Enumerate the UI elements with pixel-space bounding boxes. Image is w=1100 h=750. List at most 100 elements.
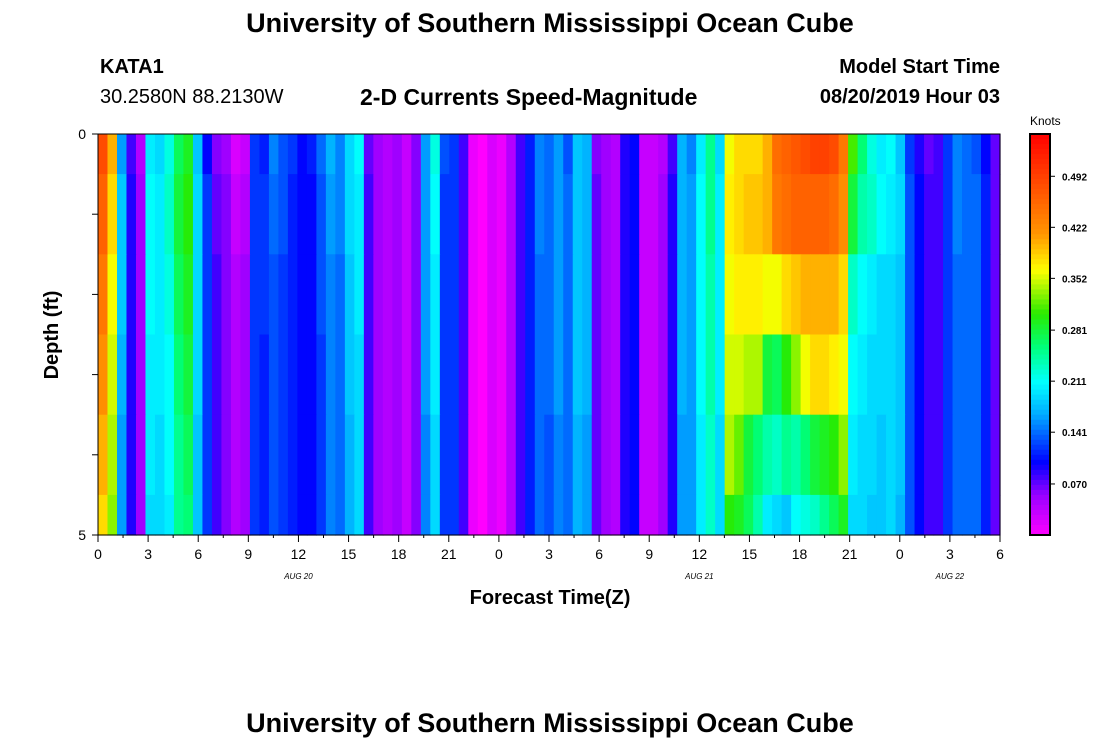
heatmap-cell (306, 254, 317, 336)
heatmap-cell (943, 334, 954, 416)
x-tick-label: 12 (692, 546, 708, 562)
colorbar-swatch (1030, 414, 1050, 421)
colorbar-swatch (1030, 134, 1050, 140)
heatmap-cell (116, 334, 128, 416)
heatmap-cell (354, 254, 365, 336)
heatmap-cell (658, 174, 669, 255)
heatmap-cell (449, 174, 460, 255)
heatmap-cell (392, 414, 403, 496)
heatmap-cell (572, 174, 583, 255)
heatmap-cell (905, 174, 916, 255)
heatmap-cell (154, 494, 166, 536)
heatmap-cell (781, 414, 792, 496)
heatmap-cell (772, 334, 783, 416)
heatmap-cell (534, 414, 545, 496)
colorbar-swatch (1030, 364, 1050, 371)
heatmap-cell (411, 134, 422, 175)
heatmap-cell (601, 494, 612, 536)
heatmap-cell (98, 254, 109, 336)
heatmap-cell (990, 134, 1001, 175)
heatmap-cell (164, 494, 175, 536)
heatmap-cell (202, 414, 213, 496)
heatmap-cell (553, 414, 564, 496)
heatmap-cell (354, 334, 365, 416)
heatmap-cell (268, 254, 279, 336)
heatmap-cell (534, 254, 545, 336)
heatmap-cell (943, 494, 954, 536)
colorbar-swatch (1030, 529, 1050, 536)
heatmap-cell (373, 174, 384, 255)
heatmap-cell (230, 174, 242, 255)
heatmap-cell (259, 254, 270, 336)
heatmap-cell (354, 174, 365, 255)
x-tick-label: 3 (144, 546, 152, 562)
heatmap-cell (563, 134, 574, 175)
heatmap-cell (952, 254, 963, 336)
colorbar-swatch (1030, 324, 1050, 331)
heatmap-cell (914, 254, 925, 336)
heatmap-cell (591, 174, 602, 255)
heatmap-cell (715, 134, 726, 175)
colorbar-tick-label: 0.422 (1062, 223, 1087, 234)
colorbar-swatch (1030, 174, 1050, 180)
heatmap-cell (838, 134, 849, 175)
heatmap-cell (952, 334, 963, 416)
heatmap-cell (819, 414, 830, 496)
colorbar-tick-label: 0.141 (1062, 428, 1087, 439)
x-tick-label: 0 (94, 546, 102, 562)
heatmap-cell (173, 254, 185, 336)
heatmap-cell (943, 414, 954, 496)
heatmap-cell (743, 494, 754, 536)
heatmap-cell (791, 494, 802, 536)
heatmap-cell (990, 414, 1001, 496)
heatmap-cell (363, 414, 374, 496)
heatmap-cell (829, 494, 840, 536)
heatmap-cell (658, 414, 669, 496)
heatmap-cell (525, 494, 536, 536)
heatmap-cell (211, 334, 223, 416)
heatmap-cell (572, 254, 583, 336)
heatmap-cell (116, 134, 128, 175)
heatmap-cell (468, 414, 479, 496)
heatmap-cell (449, 414, 460, 496)
heatmap-cell (895, 254, 906, 336)
heatmap-cell (772, 174, 783, 255)
heatmap-cell (278, 334, 289, 416)
colorbar-swatch (1030, 474, 1050, 481)
heatmap-cell (677, 254, 688, 336)
heatmap-cell (126, 254, 137, 336)
colorbar-unit: Knots (1030, 114, 1061, 128)
colorbar-swatch (1030, 229, 1050, 235)
colorbar-swatch (1030, 349, 1050, 356)
heatmap-cell (905, 334, 916, 416)
heatmap-cell (867, 334, 878, 416)
heatmap-cell (240, 494, 251, 536)
heatmap-cell (515, 254, 526, 336)
heatmap-cell (677, 494, 688, 536)
heatmap-cell (230, 254, 242, 336)
heatmap-cell (715, 334, 726, 416)
heatmap-cell (259, 494, 270, 536)
heatmap-cell (154, 414, 166, 496)
heatmap-cell (686, 254, 697, 336)
heatmap-cell (183, 414, 194, 496)
heatmap-cell (335, 254, 346, 336)
x-axis: 0 3 6 9 12 15 18 21 0 3 6 9 12 15 18 21 0 3 6 AUG 20 AUG 21 A… (94, 535, 1004, 581)
heatmap-cell (325, 494, 336, 536)
heatmap-cell (544, 254, 555, 336)
heatmap-cell (164, 414, 175, 496)
heatmap-cell (971, 414, 982, 496)
colorbar-swatch (1030, 444, 1050, 451)
heatmap-cell (772, 494, 783, 536)
heatmap-cell (639, 494, 650, 536)
heatmap-cell (249, 134, 261, 175)
heatmap-cell (401, 494, 412, 536)
heatmap-cell (914, 414, 925, 496)
heatmap-cell (363, 334, 374, 416)
heatmap-cell (107, 254, 118, 336)
heatmap-cell (116, 174, 128, 255)
heatmap-cell (107, 134, 118, 175)
colorbar-swatch (1030, 479, 1050, 486)
colorbar-swatch (1030, 329, 1050, 336)
heatmap-cell (316, 174, 327, 255)
